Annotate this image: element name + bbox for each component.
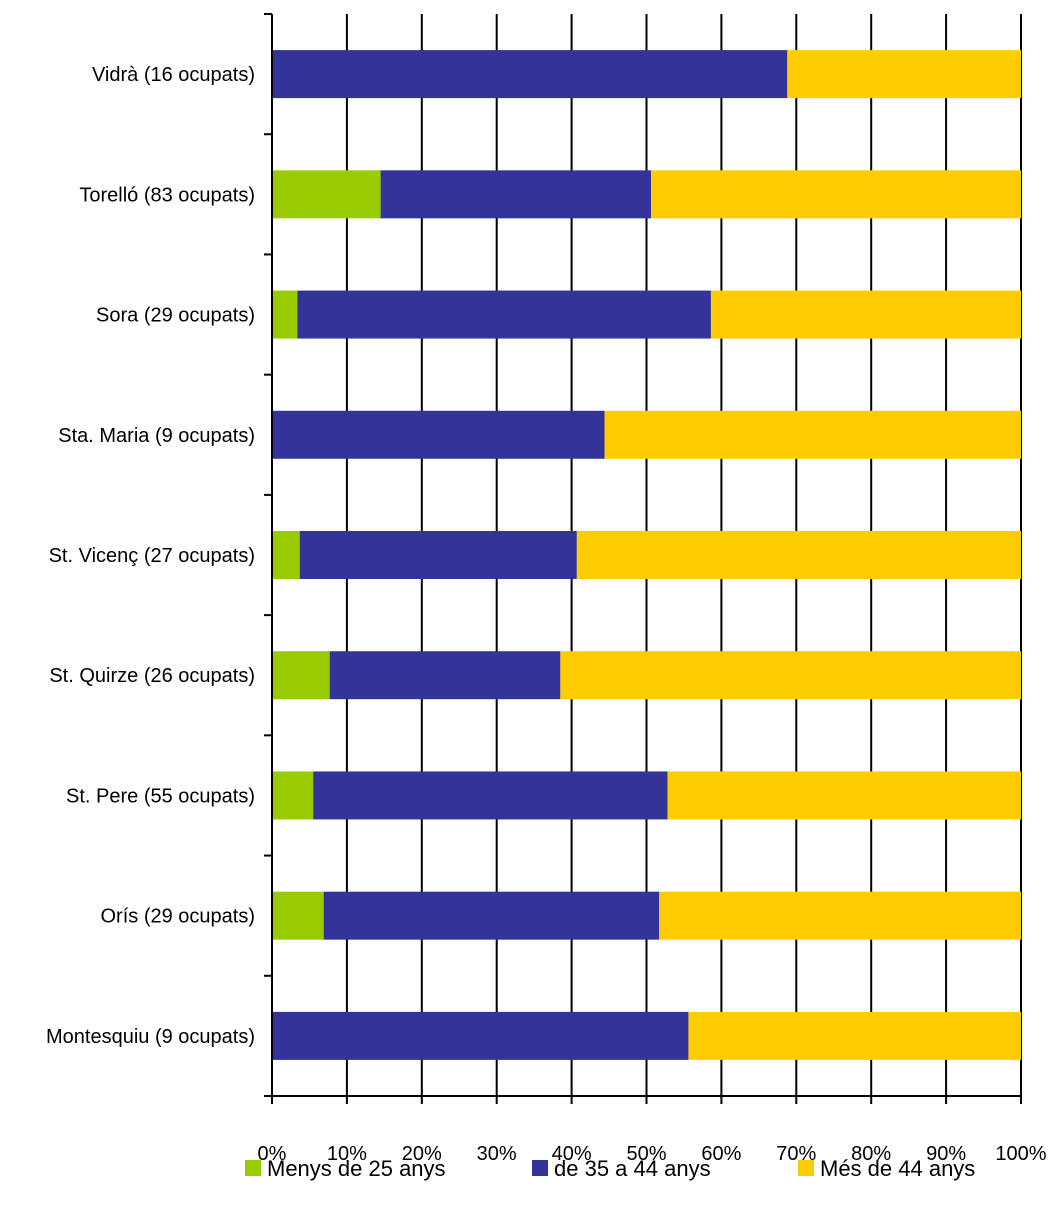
category-label: Torelló (83 ocupats) <box>79 184 255 206</box>
bar-segment <box>272 891 324 940</box>
legend-swatch <box>798 1160 814 1176</box>
x-tick-label: 40% <box>552 1143 592 1165</box>
category-label: St. Quirze (26 ocupats) <box>49 665 255 687</box>
bar-segment <box>272 1011 689 1060</box>
bar-segment <box>297 290 711 339</box>
bar-segment <box>659 891 1021 940</box>
axes <box>264 13 1022 1104</box>
bar-segment <box>323 891 660 940</box>
x-tick-label: 60% <box>701 1143 741 1165</box>
x-tick-label: 20% <box>402 1143 442 1165</box>
category-labels: Vidrà (16 ocupats) Torelló (83 ocupats) So… <box>46 64 255 1048</box>
bar-segment <box>272 50 788 99</box>
x-tick-labels: 0% 10% 20% 30% 40% 50% 60% 70% 80% 90% 100% <box>258 1143 1047 1165</box>
x-tick-label: 30% <box>477 1143 517 1165</box>
bars <box>272 50 1021 1060</box>
x-tick-label: 10% <box>327 1143 367 1165</box>
bar-segment <box>576 531 1021 579</box>
bar-segment <box>688 1011 1021 1060</box>
legend-label: Menys de 25 anys <box>267 1156 446 1181</box>
legend-swatch <box>532 1160 548 1176</box>
bar-segment <box>299 531 577 579</box>
bar-segment <box>272 651 330 700</box>
category-label: St. Pere (55 ocupats) <box>66 785 255 807</box>
bar-segment <box>667 771 1021 820</box>
legend-label: Més de 44 anys <box>820 1156 975 1181</box>
bar-segment <box>329 651 561 700</box>
category-label: Sta. Maria (9 ocupats) <box>58 425 255 447</box>
bar-segment <box>313 771 668 820</box>
category-label: Orís (29 ocupats) <box>100 906 255 928</box>
bar-segment <box>272 290 298 339</box>
bar-segment <box>272 410 605 459</box>
category-label: Vidrà (16 ocupats) <box>92 64 255 86</box>
bar-segment <box>380 170 651 219</box>
x-tick-label: 80% <box>851 1143 891 1165</box>
bar-segment <box>710 290 1021 339</box>
x-tick-label: 70% <box>776 1143 816 1165</box>
legend-swatch <box>245 1160 261 1176</box>
category-label: Sora (29 ocupats) <box>96 305 255 327</box>
legend-label: de 35 a 44 anys <box>554 1156 711 1181</box>
bar-segment <box>560 651 1021 700</box>
category-label: Montesquiu (9 ocupats) <box>46 1026 255 1048</box>
x-tick-label: 90% <box>926 1143 966 1165</box>
bar-segment <box>272 170 381 219</box>
x-tick-label: 50% <box>626 1143 666 1165</box>
legend: Menys de 25 anys de 35 a 44 anys Més de 44… <box>245 1156 975 1181</box>
bar-segment <box>272 771 314 820</box>
x-tick-label: 0% <box>258 1143 287 1165</box>
x-tick-label: 100% <box>995 1143 1046 1165</box>
category-label: St. Vicenç (27 ocupats) <box>49 545 255 567</box>
bar-segment <box>604 410 1021 459</box>
bar-segment <box>650 170 1021 219</box>
bar-segment <box>787 50 1021 99</box>
bar-segment <box>272 531 300 579</box>
